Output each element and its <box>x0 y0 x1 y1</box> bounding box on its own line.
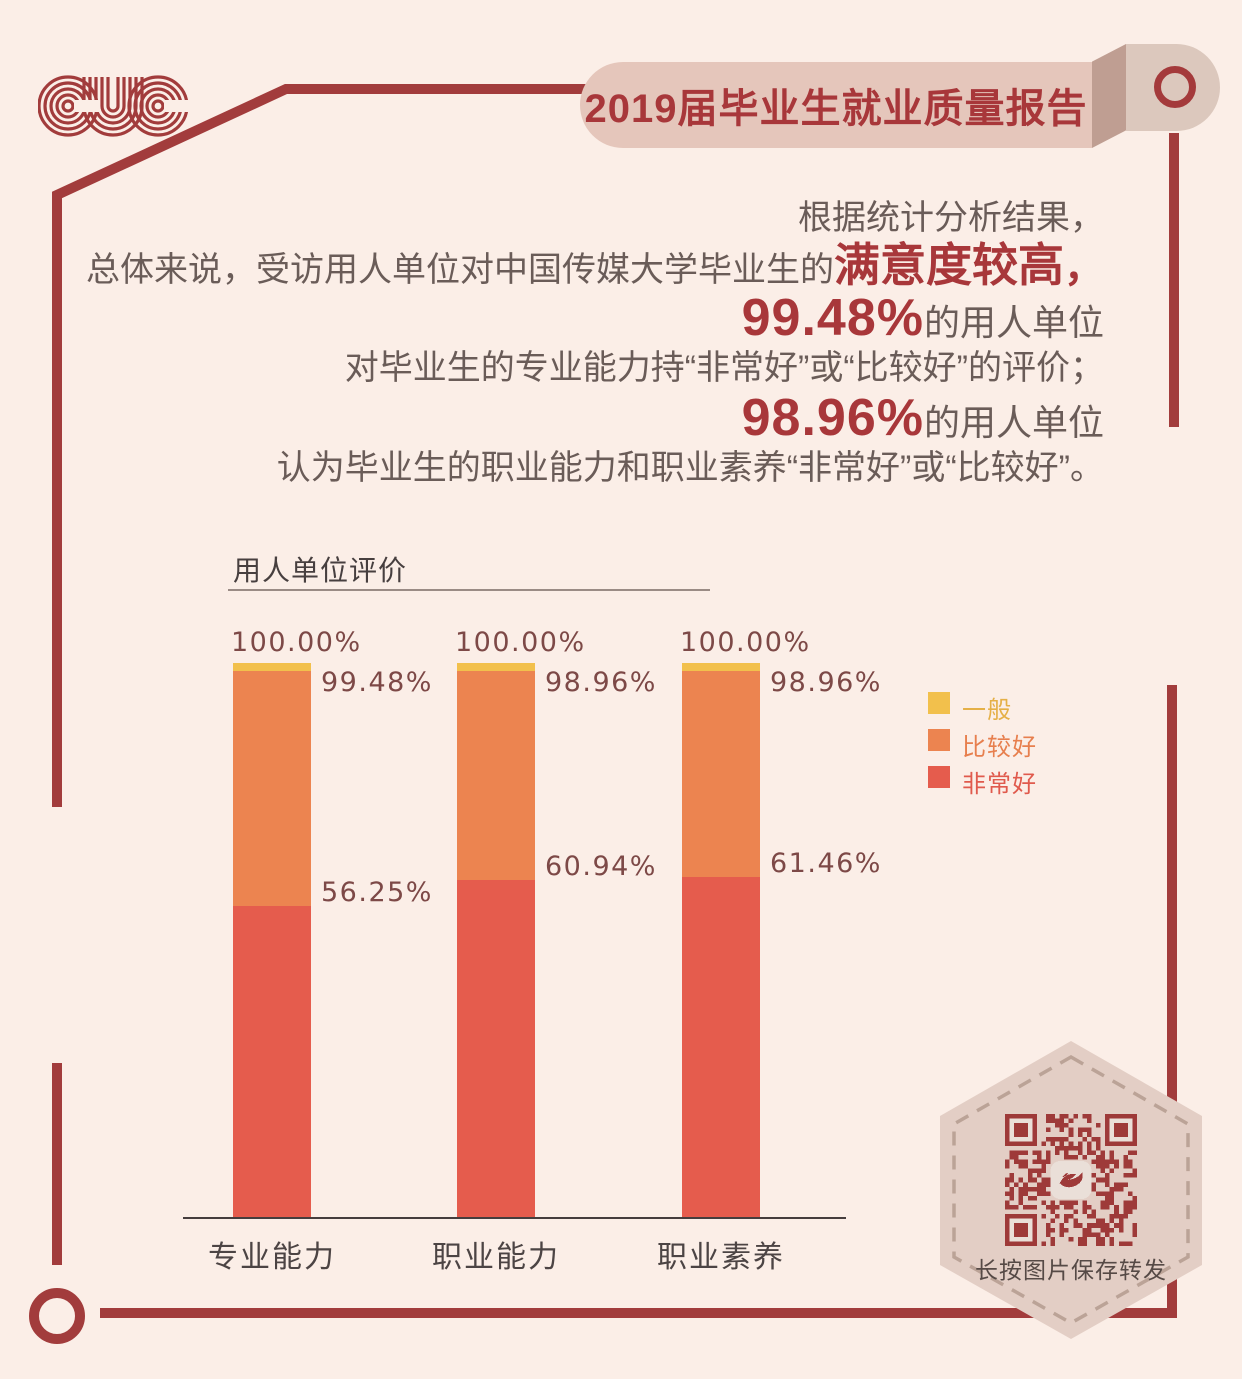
frame-bottom-left-ring <box>29 1288 85 1344</box>
bar-total-label: 100.00% <box>231 627 362 658</box>
chart-x-axis <box>183 1217 846 1219</box>
bar-category-label: 职业素养 <box>657 1241 785 1274</box>
bar-upper-boundary-label: 99.48% <box>321 667 433 698</box>
intro-line-5: 98.96%的用人单位 <box>40 390 1104 446</box>
bar-segment-average <box>233 663 311 671</box>
cuc-logo <box>38 75 188 137</box>
bar-segment-good <box>682 671 760 877</box>
legend-swatch-2 <box>928 729 950 751</box>
legend-label-3: 非常好 <box>962 771 1037 798</box>
bar-category-label: 专业能力 <box>208 1241 336 1274</box>
bar-segment-good <box>457 671 535 880</box>
bar-total-label: 100.00% <box>455 627 586 658</box>
bar-segment-good <box>233 671 311 906</box>
qr-code <box>1005 1114 1137 1246</box>
legend-label-2: 比较好 <box>962 734 1037 761</box>
bar-segment-excellent <box>233 905 311 1218</box>
intro-line-2-text: 总体来说，受访用人单位对中国传媒大学毕业生的 <box>86 251 834 289</box>
legend-label-1: 一般 <box>962 697 1012 724</box>
intro-line-3-text: 的用人单位 <box>923 302 1104 343</box>
qr-caption: 长按图片保存转发 <box>975 1257 1167 1283</box>
bar-category-label: 职业能力 <box>432 1241 560 1274</box>
chart-title: 用人单位评价 <box>233 555 408 586</box>
intro-paragraph: 根据统计分析结果， 总体来说，受访用人单位对中国传媒大学毕业生的满意度较高， 9… <box>40 196 1104 490</box>
bar-total-label: 100.00% <box>680 627 811 658</box>
bar-lower-boundary-label: 56.25% <box>321 876 433 908</box>
bar-segment-excellent <box>682 876 760 1218</box>
page-title: 2019届毕业生就业质量报告 <box>584 87 1088 131</box>
intro-emphasis-satisfaction: 满意度较高 <box>834 239 1064 291</box>
logo-c2-gap <box>164 100 188 112</box>
qr-center-bird-icon <box>1059 1172 1083 1188</box>
intro-line-2: 总体来说，受访用人单位对中国传媒大学毕业生的满意度较高， <box>40 240 1104 290</box>
intro-line-4: 对毕业生的专业能力持“非常好”或“比较好”的评价； <box>344 349 1104 387</box>
ribbon-ring-icon <box>1154 66 1196 108</box>
intro-line-3: 99.48%的用人单位 <box>40 290 1104 346</box>
bar-segment-average <box>682 663 760 671</box>
stat-value-9948: 99.48% <box>741 289 924 347</box>
ribbon-fold <box>1092 44 1126 148</box>
bar-lower-boundary-label: 60.94% <box>545 850 657 882</box>
bar-segment-average <box>457 663 535 671</box>
bar-segment-excellent <box>457 879 535 1218</box>
cuc-logo-text: CUC <box>0 0 1 1</box>
intro-line-6: 认为毕业生的职业能力和职业素养“非常好”或“比较好”。 <box>276 449 1104 487</box>
intro-line-1: 根据统计分析结果， <box>798 199 1104 237</box>
intro-line-5-text: 的用人单位 <box>923 402 1104 443</box>
legend-swatch-1 <box>928 692 950 714</box>
chart-title-underline <box>228 589 710 591</box>
legend-swatch-3 <box>928 766 950 788</box>
bar-upper-boundary-label: 98.96% <box>770 667 882 698</box>
stat-value-9896: 98.96% <box>741 389 924 447</box>
title-ribbon: 2019届毕业生就业质量报告 <box>580 62 1092 148</box>
logo-c1-gap <box>74 100 100 112</box>
intro-line-2-comma: ， <box>1064 246 1104 290</box>
bar-lower-boundary-label: 61.46% <box>770 847 882 879</box>
bar-upper-boundary-label: 98.96% <box>545 667 657 698</box>
